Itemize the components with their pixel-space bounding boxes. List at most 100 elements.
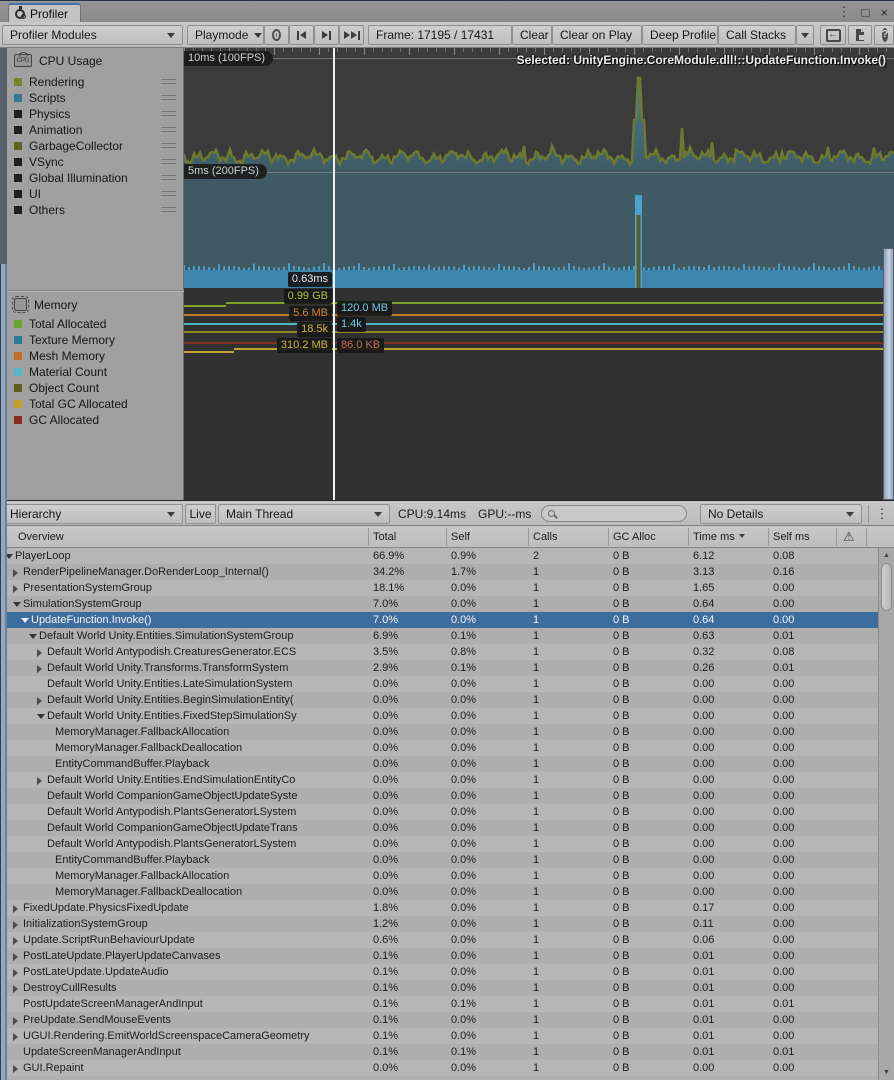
collapse-arrow-icon[interactable] [29, 634, 37, 639]
expand-arrow-icon[interactable] [37, 665, 42, 673]
current-frame-button[interactable] [339, 25, 364, 45]
hierarchy-menu-button[interactable]: ⋮ [872, 504, 892, 524]
expand-arrow-icon[interactable] [13, 569, 18, 577]
expand-arrow-icon[interactable] [13, 953, 18, 961]
table-row[interactable]: SimulationSystemGroup 7.0% 0.0% 1 0 B 0.64 0.… [0, 596, 878, 612]
table-row[interactable]: Default World Antypodish.PlantsGenerator… [0, 836, 878, 852]
drag-handle-icon[interactable] [161, 127, 176, 132]
table-row[interactable]: Default World Unity.Entities.FixedStepSi… [0, 708, 878, 724]
drag-handle-icon[interactable] [161, 175, 176, 180]
legend-item-scripts[interactable]: Scripts [14, 90, 180, 106]
table-row[interactable]: PostLateUpdate.PlayerUpdateCanvases 0.1%… [0, 948, 878, 964]
search-input[interactable] [559, 507, 675, 520]
table-row[interactable]: FixedUpdate.PhysicsFixedUpdate 1.8% 0.0% 1… [0, 900, 878, 916]
first-frame-button[interactable] [289, 25, 314, 45]
next-frame-button[interactable] [314, 25, 339, 45]
expand-arrow-icon[interactable] [13, 905, 18, 913]
column-header-self[interactable]: Self [451, 531, 470, 543]
table-row[interactable]: UGUI.Rendering.EmitWorldScreenspaceCamer… [0, 1028, 878, 1044]
clear-button[interactable]: Clear [512, 25, 552, 45]
help-button[interactable]: ? [874, 25, 894, 45]
scroll-down-icon[interactable]: ▼ [883, 1069, 890, 1076]
table-row[interactable]: MemoryManager.FallbackAllocation 0.0% 0.0… [0, 724, 878, 740]
profiler-modules-dropdown[interactable]: Profiler Modules [2, 25, 183, 45]
legend-item-rendering[interactable]: Rendering [14, 74, 180, 90]
table-row[interactable]: PreUpdate.SendMouseEvents 0.1% 0.0% 1 0 B 0.… [0, 1012, 878, 1028]
live-toggle-button[interactable]: Live [185, 504, 216, 524]
table-row[interactable]: MemoryManager.FallbackAllocation 0.0% 0.0… [0, 868, 878, 884]
table-row[interactable]: DestroyCullResults 0.1% 0.0% 1 0 B 0.01 0.00 [0, 980, 878, 996]
left-scrollbar[interactable] [0, 264, 7, 1080]
column-divider[interactable] [608, 528, 609, 546]
legend-item-gc-allocated[interactable]: GC Allocated [14, 412, 180, 428]
legend-item-animation[interactable]: Animation [14, 122, 180, 138]
expand-arrow-icon[interactable] [37, 777, 42, 785]
column-divider[interactable] [836, 528, 837, 546]
column-divider[interactable] [528, 528, 529, 546]
column-divider[interactable] [866, 528, 867, 546]
expand-arrow-icon[interactable] [13, 985, 18, 993]
collapse-arrow-icon[interactable] [21, 618, 29, 623]
legend-item-total-gc-allocated[interactable]: Total GC Allocated [14, 396, 180, 412]
deep-profile-button[interactable]: Deep Profile [642, 25, 718, 45]
clear-on-play-button[interactable]: Clear on Play [552, 25, 642, 45]
legend-item-others[interactable]: Others [14, 202, 180, 218]
table-row[interactable]: Update.ScriptRunBehaviourUpdate 0.6% 0.0%… [0, 932, 878, 948]
drag-handle-icon[interactable] [161, 95, 176, 100]
search-field[interactable] [541, 505, 687, 522]
close-button[interactable]: × [880, 4, 888, 20]
table-row[interactable]: InitializationSystemGroup 1.2% 0.0% 1 0 B 0.… [0, 916, 878, 932]
expand-arrow-icon[interactable] [13, 1017, 18, 1025]
column-header-overview[interactable]: Overview [18, 531, 64, 543]
table-row[interactable]: Default World Antypodish.PlantsGenerator… [0, 804, 878, 820]
column-header-total[interactable]: Total [373, 531, 397, 543]
expand-arrow-icon[interactable] [13, 1065, 18, 1073]
table-row[interactable]: EntityCommandBuffer.Playback 0.0% 0.0% 1 0 … [0, 852, 878, 868]
charts-area[interactable]: 10ms (100FPS) 5ms (200FPS) Selected: Uni… [184, 48, 894, 500]
window-menu-button[interactable]: ⋮ [837, 4, 851, 19]
module-header-cpu-usage[interactable]: CPU CPU Usage [14, 52, 102, 69]
column-divider[interactable] [688, 528, 689, 546]
legend-item-total-allocated[interactable]: Total Allocated [14, 316, 180, 332]
save-button[interactable] [848, 25, 872, 45]
table-row[interactable]: Default World Unity.Entities.SimulationS… [0, 628, 878, 644]
playmode-dropdown[interactable]: Playmode [187, 25, 264, 45]
legend-item-object-count[interactable]: Object Count [14, 380, 180, 396]
column-header-time-ms[interactable]: Time ms [693, 526, 745, 548]
expand-arrow-icon[interactable] [37, 649, 42, 657]
table-row[interactable]: RenderPipelineManager.DoRenderLoop_Inter… [0, 564, 878, 580]
expand-arrow-icon[interactable] [13, 1033, 18, 1041]
module-header-memory[interactable]: Memory [12, 296, 77, 313]
charts-scrollbar[interactable] [883, 248, 894, 500]
expand-arrow-icon[interactable] [13, 921, 18, 929]
details-dropdown[interactable]: No Details [700, 504, 862, 524]
legend-item-mesh-memory[interactable]: Mesh Memory [14, 348, 180, 364]
legend-item-texture-memory[interactable]: Texture Memory [14, 332, 180, 348]
tab-profiler[interactable]: Profiler [8, 3, 82, 23]
scrollbar-thumb[interactable] [881, 563, 892, 611]
table-row[interactable]: PostLateUpdate.UpdateAudio 0.1% 0.0% 1 0 B 0… [0, 964, 878, 980]
call-stacks-button[interactable]: Call Stacks [718, 25, 796, 45]
table-row[interactable]: MemoryManager.FallbackDeallocation 0.0% 0… [0, 740, 878, 756]
legend-item-vsync[interactable]: VSync [14, 154, 180, 170]
table-row[interactable]: PostUpdateScreenManagerAndInput 0.1% 0.1%… [0, 996, 878, 1012]
expand-arrow-icon[interactable] [13, 585, 18, 593]
table-scrollbar[interactable]: ▲ ▼ [878, 548, 894, 1080]
record-button[interactable] [264, 25, 289, 45]
table-row[interactable]: UpdateFunction.Invoke() 7.0% 0.0% 1 0 B 0.64… [0, 612, 878, 628]
warning-column-icon[interactable]: ⚠ [843, 529, 855, 544]
table-row[interactable]: PlayerLoop 66.9% 0.9% 2 0 B 6.12 0.08 [0, 548, 878, 564]
drag-handle-icon[interactable] [161, 191, 176, 196]
table-row[interactable]: EntityCommandBuffer.Playback 0.0% 0.0% 1 0 … [0, 756, 878, 772]
column-header-self-ms[interactable]: Self ms [773, 531, 810, 543]
thread-dropdown[interactable]: Main Thread [218, 504, 390, 524]
drag-handle-icon[interactable] [161, 79, 176, 84]
current-frame-indicator[interactable] [333, 48, 335, 500]
load-button[interactable]: ← [820, 25, 846, 45]
column-header-calls[interactable]: Calls [533, 531, 558, 543]
legend-item-physics[interactable]: Physics [14, 106, 180, 122]
expand-arrow-icon[interactable] [37, 697, 42, 705]
column-divider[interactable] [446, 528, 447, 546]
expand-arrow-icon[interactable] [13, 969, 18, 977]
cpu-usage-chart[interactable]: 10ms (100FPS) 5ms (200FPS) Selected: Uni… [184, 48, 894, 288]
